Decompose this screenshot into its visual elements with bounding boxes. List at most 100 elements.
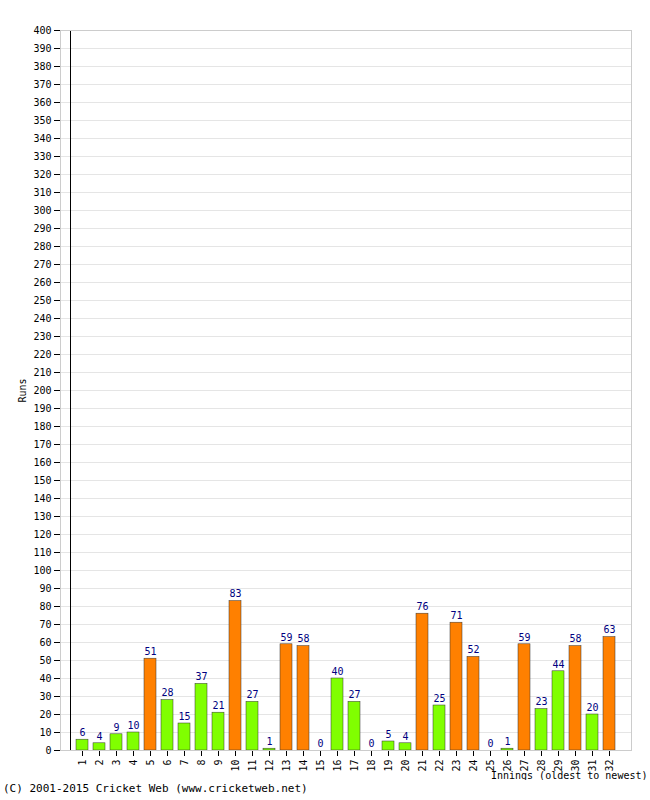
svg-text:340: 340 xyxy=(33,133,51,144)
svg-text:1: 1 xyxy=(266,736,272,747)
svg-text:80: 80 xyxy=(39,601,51,612)
svg-text:190: 190 xyxy=(33,403,51,414)
svg-text:23: 23 xyxy=(535,696,547,707)
svg-text:270: 270 xyxy=(33,259,51,270)
svg-text:60: 60 xyxy=(39,637,51,648)
svg-text:15: 15 xyxy=(178,711,190,722)
svg-text:22: 22 xyxy=(434,760,445,772)
svg-text:0: 0 xyxy=(45,745,51,756)
svg-text:350: 350 xyxy=(33,115,51,126)
svg-text:8: 8 xyxy=(196,760,207,766)
svg-text:30: 30 xyxy=(39,691,51,702)
svg-text:10: 10 xyxy=(39,727,51,738)
svg-text:9: 9 xyxy=(213,760,224,766)
svg-text:150: 150 xyxy=(33,475,51,486)
svg-text:63: 63 xyxy=(603,624,615,635)
svg-text:18: 18 xyxy=(366,760,377,772)
svg-text:2: 2 xyxy=(94,760,105,766)
svg-text:52: 52 xyxy=(467,644,479,655)
svg-text:390: 390 xyxy=(33,43,51,54)
svg-text:15: 15 xyxy=(315,760,326,772)
svg-text:240: 240 xyxy=(33,313,51,324)
svg-text:13: 13 xyxy=(281,760,292,772)
svg-text:70: 70 xyxy=(39,619,51,630)
svg-text:10: 10 xyxy=(230,760,241,772)
svg-text:16: 16 xyxy=(332,760,343,772)
svg-text:20: 20 xyxy=(586,702,598,713)
svg-text:0: 0 xyxy=(317,738,323,749)
svg-text:210: 210 xyxy=(33,367,51,378)
svg-text:360: 360 xyxy=(33,97,51,108)
svg-text:10: 10 xyxy=(127,720,139,731)
svg-text:21: 21 xyxy=(417,760,428,772)
svg-text:71: 71 xyxy=(450,610,462,621)
svg-text:4: 4 xyxy=(96,731,102,742)
svg-text:20: 20 xyxy=(400,760,411,772)
svg-text:90: 90 xyxy=(39,583,51,594)
svg-text:28: 28 xyxy=(161,687,173,698)
svg-text:12: 12 xyxy=(264,760,275,772)
svg-text:0: 0 xyxy=(487,738,493,749)
svg-text:9: 9 xyxy=(113,722,119,733)
svg-text:76: 76 xyxy=(416,601,428,612)
svg-text:0: 0 xyxy=(368,738,374,749)
svg-text:37: 37 xyxy=(195,671,207,682)
svg-text:250: 250 xyxy=(33,295,51,306)
svg-text:27: 27 xyxy=(348,689,360,700)
svg-text:25: 25 xyxy=(433,693,445,704)
svg-text:1: 1 xyxy=(77,760,88,766)
svg-text:380: 380 xyxy=(33,61,51,72)
svg-text:40: 40 xyxy=(331,666,343,677)
svg-text:Innings (oldest to newest): Innings (oldest to newest) xyxy=(491,770,648,781)
svg-text:58: 58 xyxy=(297,633,309,644)
svg-text:7: 7 xyxy=(179,760,190,766)
svg-text:59: 59 xyxy=(280,632,292,643)
svg-text:200: 200 xyxy=(33,385,51,396)
svg-text:58: 58 xyxy=(569,633,581,644)
svg-text:11: 11 xyxy=(247,760,258,772)
svg-text:6: 6 xyxy=(79,727,85,738)
svg-text:170: 170 xyxy=(33,439,51,450)
svg-text:220: 220 xyxy=(33,349,51,360)
svg-text:20: 20 xyxy=(39,709,51,720)
svg-text:280: 280 xyxy=(33,241,51,252)
svg-text:140: 140 xyxy=(33,493,51,504)
svg-text:27: 27 xyxy=(246,689,258,700)
svg-text:51: 51 xyxy=(144,646,156,657)
svg-text:50: 50 xyxy=(39,655,51,666)
svg-text:310: 310 xyxy=(33,187,51,198)
html-text:(C) 2001-2015 Cricket Web (www: (C) 2001-2015 Cricket Web (www.cricketwe… xyxy=(3,782,308,795)
svg-text:19: 19 xyxy=(383,760,394,772)
svg-text:5: 5 xyxy=(385,729,391,740)
svg-text:4: 4 xyxy=(128,760,139,766)
svg-text:Runs: Runs xyxy=(17,378,28,402)
svg-text:6: 6 xyxy=(162,760,173,766)
svg-text:180: 180 xyxy=(33,421,51,432)
svg-text:3: 3 xyxy=(111,760,122,766)
svg-text:14: 14 xyxy=(298,760,309,772)
svg-text:160: 160 xyxy=(33,457,51,468)
svg-text:110: 110 xyxy=(33,547,51,558)
svg-text:21: 21 xyxy=(212,700,224,711)
svg-text:59: 59 xyxy=(518,632,530,643)
svg-text:23: 23 xyxy=(451,760,462,772)
svg-text:17: 17 xyxy=(349,760,360,772)
svg-text:260: 260 xyxy=(33,277,51,288)
svg-text:83: 83 xyxy=(229,588,241,599)
svg-text:290: 290 xyxy=(33,223,51,234)
svg-text:400: 400 xyxy=(33,25,51,36)
svg-text:24: 24 xyxy=(468,760,479,772)
svg-text:300: 300 xyxy=(33,205,51,216)
svg-text:320: 320 xyxy=(33,169,51,180)
svg-text:120: 120 xyxy=(33,529,51,540)
svg-text:100: 100 xyxy=(33,565,51,576)
svg-text:330: 330 xyxy=(33,151,51,162)
svg-text:4: 4 xyxy=(402,731,408,742)
svg-text:1: 1 xyxy=(504,736,510,747)
svg-text:230: 230 xyxy=(33,331,51,342)
svg-text:5: 5 xyxy=(145,760,156,766)
svg-text:44: 44 xyxy=(552,659,564,670)
svg-text:370: 370 xyxy=(33,79,51,90)
svg-text:130: 130 xyxy=(33,511,51,522)
svg-text:40: 40 xyxy=(39,673,51,684)
